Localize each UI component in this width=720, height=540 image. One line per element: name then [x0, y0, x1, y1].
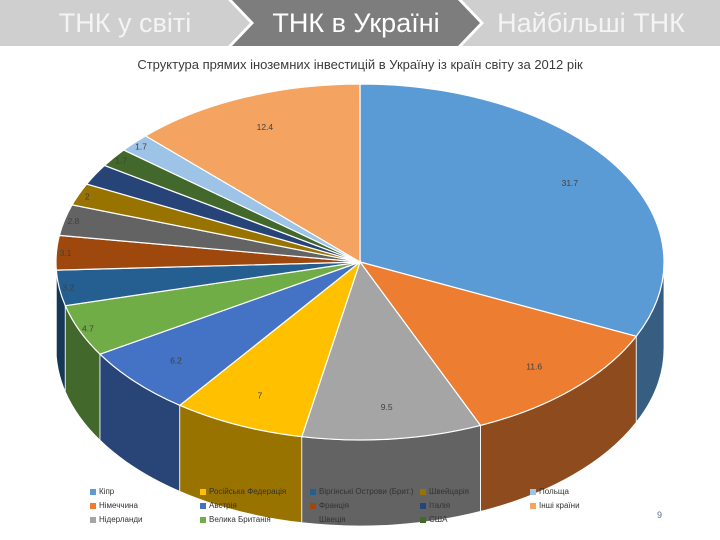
legend-swatch [90, 502, 96, 509]
legend-label: Інші країни [539, 501, 580, 510]
data-label: 1.9 [97, 172, 109, 182]
tab-label: ТНК в Україні [272, 7, 440, 38]
legend-label: Німеччина [99, 501, 138, 510]
legend-swatch [530, 502, 536, 509]
tab-largest-tnk[interactable]: Найбільші ТНК [462, 0, 720, 46]
legend-label: Нідерланди [99, 515, 143, 524]
tab-tnk-world[interactable]: ТНК у світі [0, 0, 250, 46]
legend-item: Італія [420, 501, 450, 510]
data-label: 4.7 [82, 324, 94, 334]
legend-swatch [90, 516, 96, 523]
tab-label: Найбільші ТНК [497, 7, 685, 38]
legend-swatch [200, 502, 206, 509]
legend-label: Велика Британія [209, 515, 271, 524]
legend-item: Віргінські Острови (Брит.) [310, 487, 414, 496]
pie-slice [301, 260, 482, 441]
data-label: 31.7 [562, 178, 579, 188]
legend-item: Швеція [310, 515, 346, 524]
legend-swatch [420, 488, 426, 495]
legend-item: Велика Британія [200, 515, 271, 524]
data-label: 1.7 [135, 141, 147, 151]
legend-label: Італія [429, 501, 451, 510]
legend-item: Німеччина [90, 501, 138, 510]
data-label: 3.1 [60, 248, 72, 258]
legend-item: Швейцарія [420, 487, 469, 496]
legend-item: Кіпр [90, 487, 114, 496]
legend-swatch [420, 516, 426, 523]
page-number: 9 [657, 510, 663, 520]
legend-item: Польща [530, 487, 569, 496]
legend-swatch [530, 488, 536, 495]
legend-swatch [90, 488, 96, 495]
data-label: 7 [257, 391, 262, 401]
chart-title: Структура прямих іноземних інвестицій в … [137, 57, 583, 72]
legend-label: США [429, 515, 448, 524]
legend-swatch [200, 488, 206, 495]
legend-swatch [310, 502, 316, 509]
legend-item: Російська Федерація [200, 487, 286, 496]
data-label: 2 [85, 191, 90, 201]
data-label: 9.5 [381, 402, 393, 412]
legend-label: Швейцарія [429, 487, 469, 496]
data-label: 6.2 [170, 355, 182, 365]
legend-item: США [420, 515, 447, 524]
pie-slice [358, 260, 638, 427]
legend-label: Польща [539, 487, 569, 496]
data-label: 1.7 [115, 156, 127, 166]
legend-label: Кіпр [99, 487, 115, 496]
data-label: 11.6 [526, 361, 542, 371]
navigation-tabs: ТНК у світі Найбільші ТНК ТНК в Україні [0, 0, 720, 48]
legend-item: Інші країни [530, 501, 580, 510]
data-label: 3.2 [62, 282, 74, 292]
tab-tnk-ukraine[interactable]: ТНК в Україні [232, 0, 480, 46]
tab-label: ТНК у світі [58, 7, 192, 38]
legend-swatch [310, 488, 316, 495]
data-label: 2.8 [68, 216, 80, 226]
data-label: 12.4 [257, 122, 274, 132]
legend-label: Російська Федерація [209, 487, 287, 496]
chart-legend: Кіпр Німеччина Нідерланди Російська Федерац… [90, 487, 690, 537]
legend-label: Франція [319, 501, 350, 510]
legend-label: Австрія [209, 501, 237, 510]
legend-swatch [310, 516, 316, 523]
pie-slice [144, 83, 361, 264]
legend-label: Віргінські Острови (Брит.) [319, 487, 414, 496]
pie-slice [178, 260, 362, 438]
pie-slice [98, 261, 361, 407]
legend-swatch [420, 502, 426, 509]
legend-item: Франція [310, 501, 349, 510]
legend-item: Австрія [200, 501, 237, 510]
legend-swatch [200, 516, 206, 523]
legend-item: Нідерланди [90, 515, 143, 524]
pie-slice [359, 83, 665, 338]
legend-label: Швеція [319, 515, 346, 524]
